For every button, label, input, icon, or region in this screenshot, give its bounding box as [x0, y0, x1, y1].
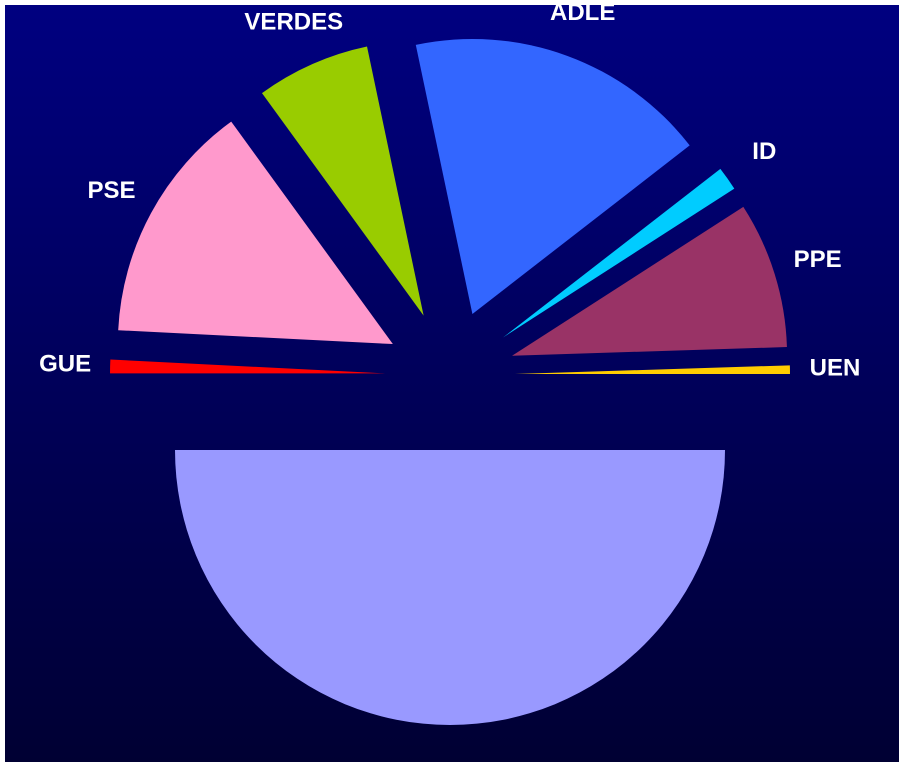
slice-label: ID — [752, 138, 776, 165]
pie-slice — [514, 365, 790, 374]
slice-label: VERDES — [244, 8, 343, 35]
slice-label: UEN — [810, 354, 861, 381]
pie-slice — [512, 206, 787, 356]
slice-label: PPE — [794, 246, 842, 273]
pie-slice — [503, 168, 735, 338]
pie-slice — [110, 359, 386, 374]
slice-label: ADLE — [550, 0, 615, 26]
slice-label: GUE — [39, 351, 91, 378]
pie-slice — [415, 38, 690, 314]
pie-slice — [175, 450, 725, 725]
pie-slice — [261, 46, 424, 316]
pie-slice — [118, 121, 393, 345]
slice-label: PSE — [87, 177, 135, 204]
